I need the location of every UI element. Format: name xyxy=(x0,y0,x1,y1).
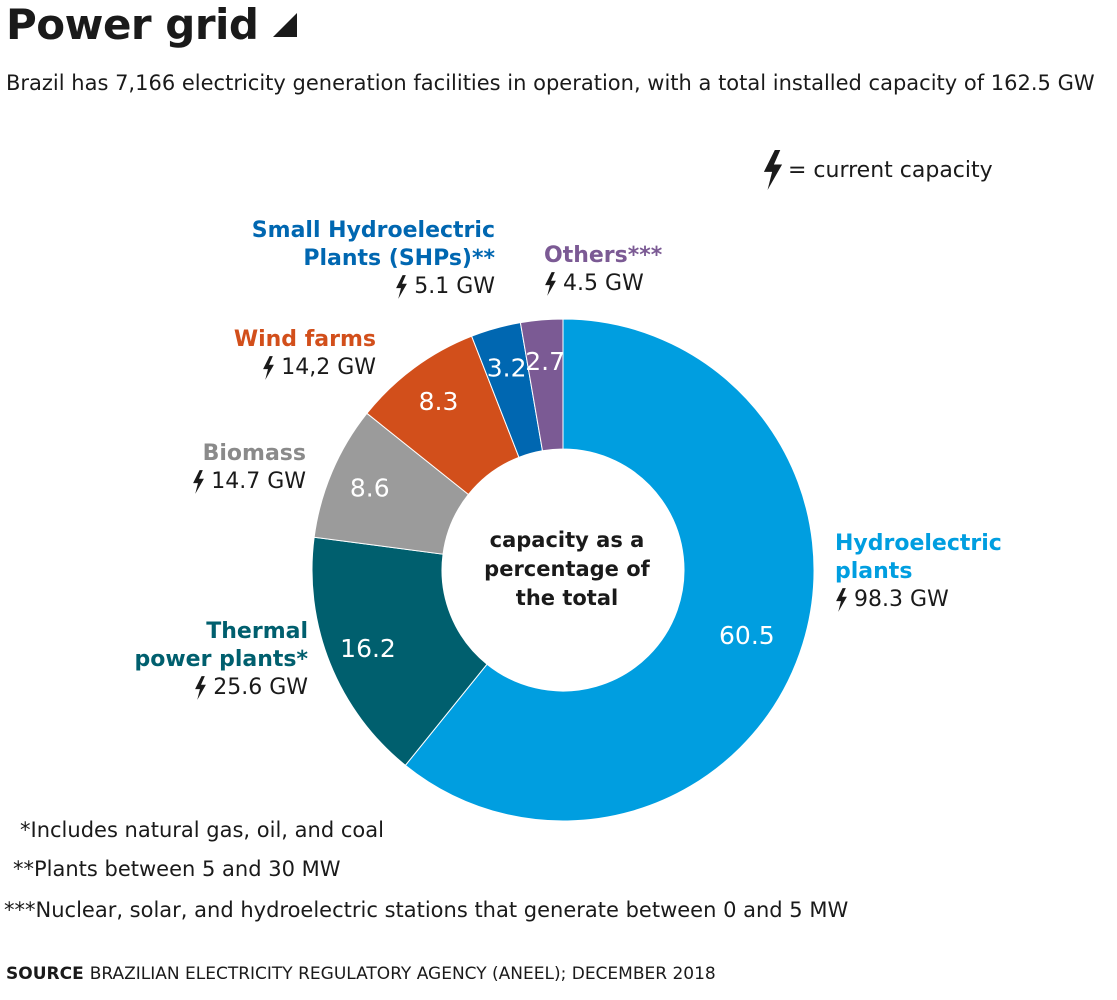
label-capacity: 25.6 GW xyxy=(134,674,308,702)
label-name: Small Hydroelectric Plants (SHPs)** xyxy=(251,218,495,271)
label-name: Wind farms xyxy=(233,327,376,352)
label-name: Others*** xyxy=(544,243,663,268)
label-capacity: 98.3 GW xyxy=(835,586,1002,614)
lightning-bolt-icon xyxy=(193,470,205,494)
slice-value-label-thermal: 16.2 xyxy=(340,634,396,663)
lightning-bolt-icon xyxy=(263,356,275,380)
chart-subtitle: Brazil has 7,166 electricity generation … xyxy=(6,71,1095,95)
slice-others xyxy=(519,318,564,452)
slice-thermal xyxy=(311,536,488,767)
lightning-bolt-icon xyxy=(545,272,556,296)
chart-title: Power grid xyxy=(6,0,297,49)
triangle-icon xyxy=(272,13,297,37)
label-name: Thermal power plants* xyxy=(134,619,308,672)
donut-center-label: capacity as a percentage of the total xyxy=(484,528,650,610)
label-wind-farms: Wind farms 14,2 GW xyxy=(234,326,376,382)
label-name: Hydroelectric plants xyxy=(835,531,1002,584)
slice-hydro xyxy=(404,318,815,822)
source-label: SOURCE xyxy=(6,964,84,984)
slice-value-label-shp: 3.2 xyxy=(487,354,527,383)
label-name: Biomass xyxy=(202,441,306,466)
source-text: BRAZILIAN ELECTRICITY REGULATORY AGENCY … xyxy=(89,964,716,984)
label-biomass: Biomass 14.7 GW xyxy=(192,440,306,496)
slice-value-label-hydro: 60.5 xyxy=(719,621,775,650)
chart-title-text: Power grid xyxy=(6,0,259,49)
footnote-2: **Plants between 5 and 30 MW xyxy=(13,857,341,881)
lightning-bolt-icon xyxy=(195,676,207,700)
label-small-hydroelectric-plants: Small Hydroelectric Plants (SHPs)** 5.1 G… xyxy=(252,217,495,301)
legend: = current capacity xyxy=(762,150,993,190)
label-hydroelectric-plants: Hydroelectric plants 98.3 GW xyxy=(835,530,1002,614)
source-line: SOURCE BRAZILIAN ELECTRICITY REGULATORY A… xyxy=(6,964,716,984)
footnote-1: *Includes natural gas, oil, and coal xyxy=(20,818,384,842)
slice-value-label-others: 2.7 xyxy=(525,347,565,376)
label-capacity: 14.7 GW xyxy=(192,468,306,496)
label-capacity: 4.5 GW xyxy=(544,270,662,298)
slice-value-label-biomass: 8.6 xyxy=(350,474,390,503)
label-capacity: 5.1 GW xyxy=(252,273,495,301)
footnote-3: ***Nuclear, solar, and hydroelectric sta… xyxy=(4,898,849,922)
label-thermal-power-plants: Thermal power plants* 25.6 GW xyxy=(134,618,308,702)
slice-value-label-wind: 8.3 xyxy=(419,387,459,416)
lightning-bolt-icon xyxy=(396,275,408,299)
lightning-bolt-icon xyxy=(763,150,783,190)
label-capacity: 14,2 GW xyxy=(234,354,376,382)
lightning-bolt-icon xyxy=(836,588,847,612)
legend-text: = current capacity xyxy=(788,157,993,183)
label-others: Others*** 4.5 GW xyxy=(544,242,662,298)
